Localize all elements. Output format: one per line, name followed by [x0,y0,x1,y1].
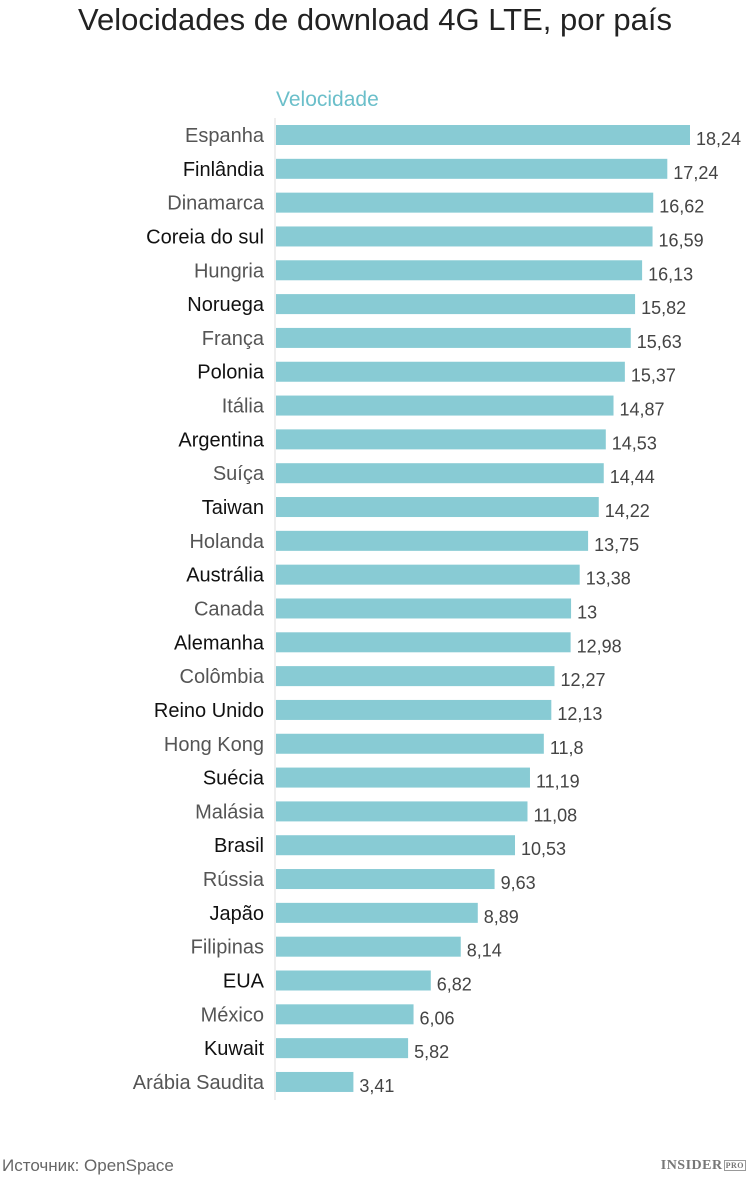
bar [276,158,668,179]
category-label: Alemanha [174,632,265,654]
category-label: Argentina [178,429,264,451]
category-label: França [202,328,265,350]
data-label: 15,63 [637,332,682,352]
bar [276,463,604,484]
bar [276,902,478,923]
bar [276,767,530,788]
bar [276,632,571,653]
bar [276,192,654,213]
data-label: 8,89 [484,907,519,927]
data-label: 3,41 [359,1076,394,1096]
category-label: Austrália [186,565,265,587]
bar [276,598,572,619]
data-label: 14,22 [605,501,650,521]
data-label: 13,75 [594,535,639,555]
data-label: 18,24 [696,129,741,149]
bar-chart: Espanha 18,24 Finlândia 17,24 Dinamarca 16,62… [133,118,741,1100]
category-label: Dinamarca [167,193,265,215]
source-note: Источник: OpenSpace [2,1156,174,1175]
category-label: Suíça [213,463,265,485]
data-label: 16,59 [659,230,704,250]
bar [276,936,461,957]
category-label: Noruega [187,294,265,316]
bar [276,530,589,551]
category-label: Taiwan [202,497,264,519]
data-label: 9,63 [501,873,536,893]
data-label: 12,13 [557,704,602,724]
bar [276,125,690,145]
bar [276,801,528,822]
bar [276,666,555,687]
category-label: EUA [223,971,265,993]
category-label: Coreia do sul [146,226,264,248]
category-label: Espanha [185,125,265,147]
insider-pro-logo: INSIDER PRO [661,1158,746,1174]
data-label: 16,62 [659,197,704,217]
data-label: 5,82 [414,1042,449,1062]
bar [276,327,631,348]
bar [276,699,552,720]
category-label: Colômbia [180,666,265,688]
category-label: Itália [222,396,265,418]
category-label: Hong Kong [164,734,264,756]
chart-title: Velocidades de download 4G LTE, por país [78,2,672,37]
bar [276,733,544,754]
bar [276,1038,409,1059]
category-label: Canada [194,598,265,620]
category-label: Filipinas [191,937,264,959]
data-label: 6,82 [437,975,472,995]
category-label: Japão [210,903,265,925]
bar [276,361,625,382]
bar [276,429,606,450]
category-label: Reino Unido [154,700,264,722]
data-label: 14,44 [610,467,655,487]
bar [276,1004,414,1025]
data-label: 8,14 [467,941,502,961]
data-label: 12,27 [560,670,605,690]
bar [276,497,599,518]
logo-text: INSIDER [660,1158,723,1173]
data-label: 13 [577,602,597,622]
data-label: 13,38 [586,569,631,589]
logo-badge: PRO [723,1160,746,1172]
category-label: Kuwait [204,1038,264,1060]
data-label: 17,24 [673,163,718,183]
bar [276,294,636,315]
data-label: 11,8 [550,738,584,758]
category-label: México [201,1004,264,1026]
data-label: 12,98 [577,636,622,656]
bar [276,226,653,247]
data-label: 10,53 [521,839,566,859]
data-label: 6,06 [420,1008,455,1028]
data-label: 15,37 [631,366,676,386]
category-label: Rússia [203,869,265,891]
category-label: Polonia [197,362,265,384]
data-label: 16,13 [648,264,693,284]
category-label: Suécia [203,768,265,790]
series-label: Velocidade [276,88,379,111]
category-label: Malásia [195,801,265,823]
category-label: Hungria [194,260,265,282]
bar [276,869,495,890]
bar [276,395,614,416]
category-label: Arábia Saudita [133,1072,265,1094]
bar [276,970,431,991]
data-label: 15,82 [641,298,686,318]
data-label: 14,87 [620,400,665,420]
data-label: 14,53 [612,433,657,453]
category-label: Brasil [214,835,264,857]
category-label: Holanda [189,531,264,553]
data-label: 11,19 [536,772,580,792]
bar [276,835,516,856]
category-label: Finlândia [183,159,265,181]
data-label: 11,08 [533,805,577,825]
bar [276,564,580,585]
bar [276,260,643,281]
bar [276,1071,354,1092]
